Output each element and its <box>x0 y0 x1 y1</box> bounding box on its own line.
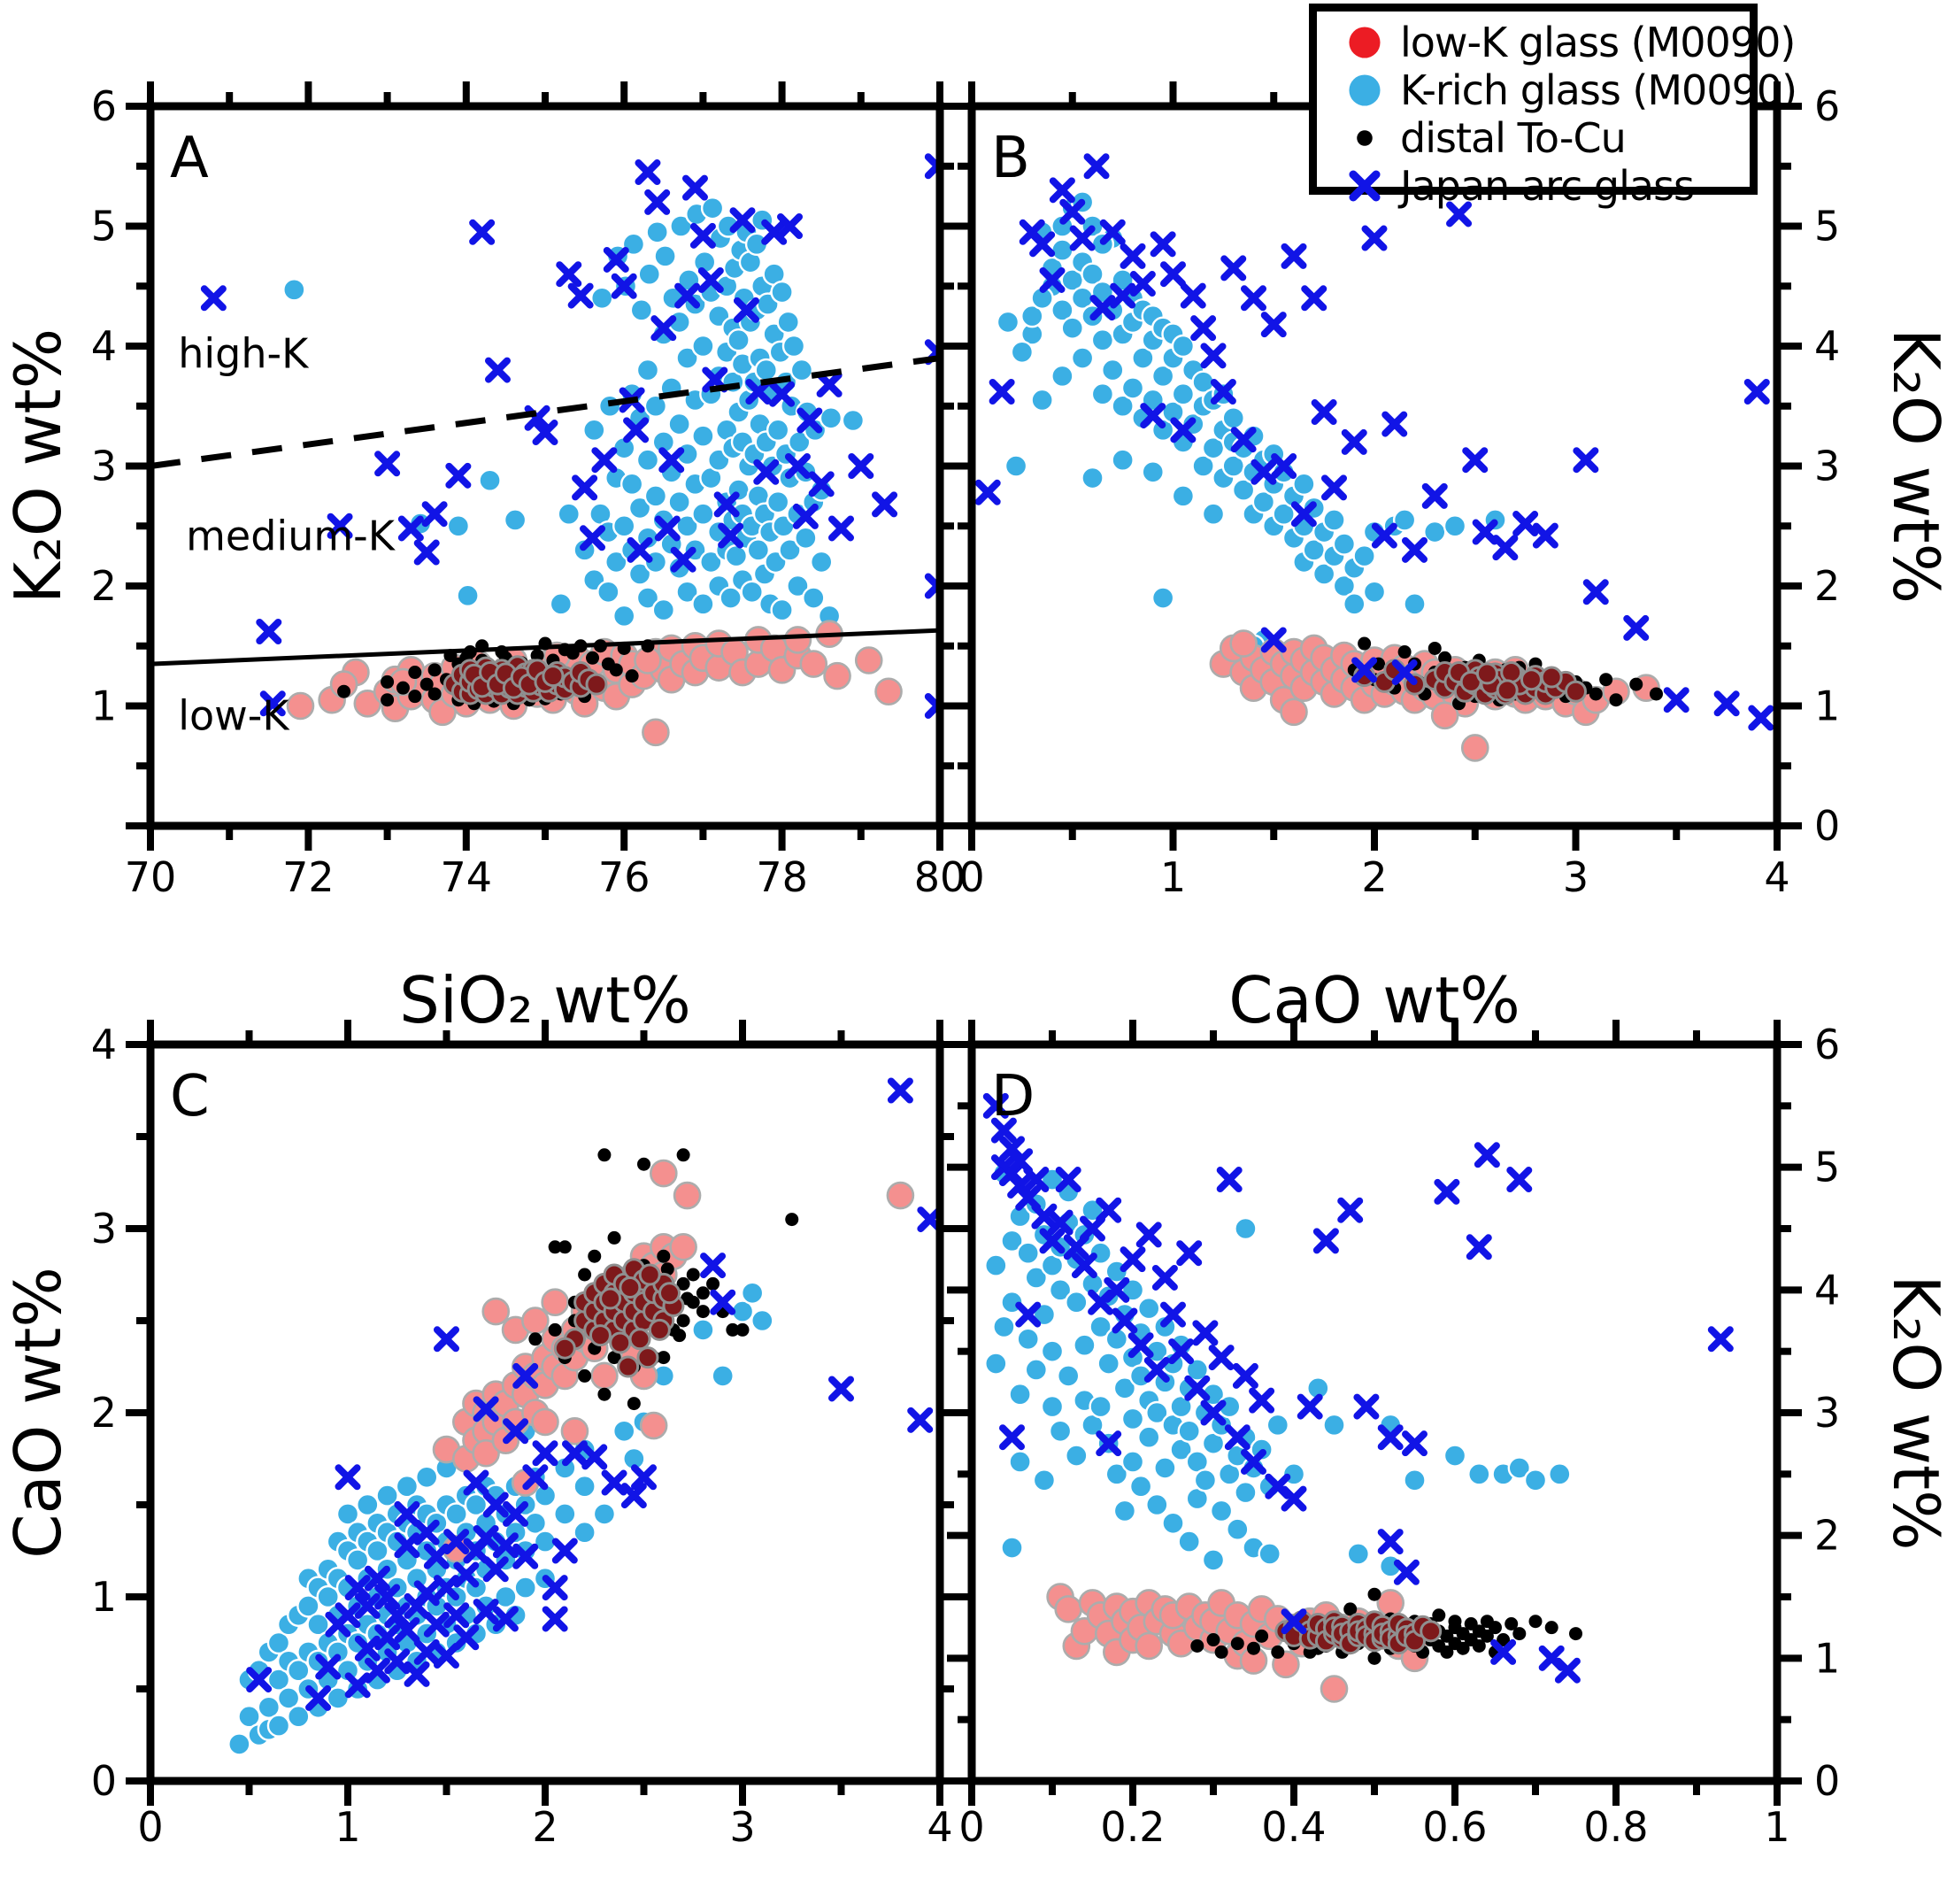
svg-text:80: 80 <box>914 853 966 901</box>
svg-text:0.6: 0.6 <box>1422 1803 1487 1851</box>
legend-label-k-rich-glass: K-rich glass (M0090) <box>1400 66 1797 114</box>
panel-C-series-japan <box>246 1077 940 1711</box>
svg-text:6: 6 <box>91 82 117 130</box>
panel-C-series-krich <box>227 1281 774 1756</box>
svg-text:0: 0 <box>137 1803 163 1851</box>
panel-D-series-overlap <box>1274 1610 1443 1655</box>
panel-A-tick-labels: 70 72 74 76 78 80 1 2 3 4 5 6 <box>91 82 966 901</box>
svg-text:2: 2 <box>91 562 117 610</box>
panel-A-points <box>150 153 940 747</box>
panel-B-series-krich <box>996 190 1507 658</box>
svg-text:76: 76 <box>598 853 650 901</box>
legend-item-low-k-glass: low-K glass (M0090) <box>1343 19 1796 66</box>
svg-text:5: 5 <box>1814 1144 1840 1191</box>
legend-item-japan-arc-glass: Japan arc glass <box>1343 162 1744 210</box>
svg-text:3: 3 <box>91 443 117 490</box>
svg-text:1: 1 <box>1160 853 1186 901</box>
panel-B-y-axis-title: K₂O wt% <box>1879 328 1947 604</box>
svg-text:4: 4 <box>91 1021 117 1068</box>
svg-text:3: 3 <box>91 1205 117 1253</box>
svg-text:74: 74 <box>441 853 493 901</box>
svg-text:2: 2 <box>1361 853 1387 901</box>
svg-text:4: 4 <box>1764 853 1789 901</box>
panel-D-ticks <box>947 1020 1802 1806</box>
panel-A-series-overlap <box>442 655 608 705</box>
svg-text:0.8: 0.8 <box>1583 1803 1648 1851</box>
panel-D-y-axis-title: K₂O wt% <box>1879 1275 1947 1550</box>
panel-B-letter: B <box>991 126 1030 191</box>
panel-C-points <box>227 1077 940 1756</box>
red-circle-marker-icon <box>1349 27 1381 58</box>
svg-text:1: 1 <box>335 1803 360 1851</box>
svg-text:0.2: 0.2 <box>1100 1803 1165 1851</box>
svg-text:0: 0 <box>91 1757 117 1805</box>
svg-text:1: 1 <box>1814 682 1840 730</box>
legend: low-K glass (M0090) K-rich glass (M0090)… <box>1309 4 1797 210</box>
panel-B-x-axis-title: CaO wt% <box>1228 963 1520 1037</box>
svg-text:6: 6 <box>1814 1021 1840 1068</box>
svg-text:0: 0 <box>1814 802 1840 850</box>
svg-text:4: 4 <box>1814 322 1840 370</box>
annotation-low-k: low-K <box>178 692 290 740</box>
legend-item-distal-to-cu: distal To-Cu <box>1343 114 1744 162</box>
svg-text:72: 72 <box>282 853 335 901</box>
svg-text:4: 4 <box>91 322 117 370</box>
panel-A-solid-boundary-line <box>150 628 940 667</box>
svg-text:1: 1 <box>1764 1803 1789 1851</box>
svg-text:0: 0 <box>958 853 984 901</box>
panel-B-frame <box>967 102 1782 830</box>
panel-C-y-axis-title: CaO wt% <box>1 1267 75 1558</box>
annotation-high-k: high-K <box>178 329 310 377</box>
svg-text:78: 78 <box>756 853 808 901</box>
panel-A-series-japan <box>200 153 940 719</box>
svg-text:1: 1 <box>1814 1634 1840 1682</box>
panel-D-points <box>982 1092 1734 1703</box>
black-dot-marker-icon <box>1357 130 1373 146</box>
svg-text:2: 2 <box>532 1803 558 1851</box>
legend-label-distal-to-cu: distal To-Cu <box>1400 114 1627 162</box>
panel-A-letter: A <box>170 126 209 191</box>
panel-A-y-axis-title: K₂O wt% <box>1 328 75 604</box>
panel-D-letter: D <box>991 1064 1035 1129</box>
svg-text:1: 1 <box>91 682 117 730</box>
svg-text:2: 2 <box>91 1389 117 1437</box>
svg-text:2: 2 <box>1814 562 1840 610</box>
panel-C-series-overlap <box>553 1258 685 1378</box>
blue-x-marker-icon <box>1349 170 1381 202</box>
svg-text:0.4: 0.4 <box>1261 1803 1326 1851</box>
panel-C-letter: C <box>170 1064 210 1129</box>
svg-text:70: 70 <box>125 853 177 901</box>
svg-text:3: 3 <box>1814 443 1840 490</box>
svg-text:4: 4 <box>927 1803 952 1851</box>
panel-C-x-axis-title: FeO* wt% <box>389 1895 702 1904</box>
panel-A-series-krich <box>282 196 866 628</box>
svg-text:5: 5 <box>91 203 117 251</box>
cyan-circle-marker-icon <box>1349 74 1381 106</box>
svg-text:0: 0 <box>1814 1757 1840 1805</box>
legend-item-k-rich-glass: K-rich glass (M0090) <box>1343 66 1797 114</box>
annotation-medium-k: medium-K <box>186 512 396 559</box>
legend-label-japan-arc-glass: Japan arc glass <box>1400 162 1695 210</box>
svg-text:4: 4 <box>1814 1266 1840 1314</box>
svg-text:5: 5 <box>1814 203 1840 251</box>
panel-D-x-axis-title: TiO₂ wt% <box>1229 1895 1519 1904</box>
legend-label-low-k-glass: low-K glass (M0090) <box>1400 19 1796 66</box>
panel-B-series-overlap <box>1353 659 1587 705</box>
svg-text:6: 6 <box>1814 82 1840 130</box>
panel-B-series-japan <box>974 153 1774 731</box>
panel-D-series-japan <box>982 1092 1734 1684</box>
svg-text:3: 3 <box>1814 1389 1840 1437</box>
svg-text:1: 1 <box>91 1573 117 1621</box>
svg-text:3: 3 <box>729 1803 755 1851</box>
panel-D-series-krich <box>984 1161 1572 1578</box>
svg-text:3: 3 <box>1563 853 1589 901</box>
svg-text:0: 0 <box>958 1803 984 1851</box>
panel-C-tick-labels: 0 1 2 3 4 0 1 2 3 4 <box>91 1021 953 1851</box>
panel-B-points <box>974 153 1774 762</box>
svg-text:2: 2 <box>1814 1512 1840 1560</box>
